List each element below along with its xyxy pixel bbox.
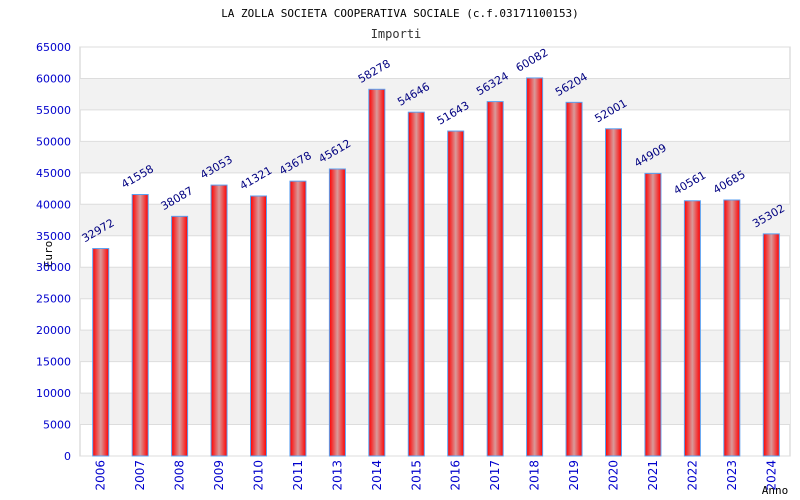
x-tick-label: 2024	[764, 460, 778, 491]
x-tick-label: 2019	[567, 460, 581, 491]
chart-title: LA ZOLLA SOCIETA COOPERATIVA SOCIALE (c.…	[221, 7, 579, 20]
x-tick-label: 2020	[607, 460, 621, 491]
x-tick-label: 2016	[449, 460, 463, 491]
bar	[486, 101, 504, 457]
grid-band	[80, 330, 790, 362]
x-tick-label: 2009	[212, 460, 226, 491]
x-tick-label: 2006	[94, 460, 108, 491]
bar	[328, 168, 346, 457]
x-tick-label: 2007	[133, 460, 147, 491]
x-tick-label: 2013	[330, 460, 344, 491]
y-tick-label: 10000	[36, 387, 71, 400]
x-tick-label: 2010	[252, 460, 266, 491]
bar	[250, 195, 267, 457]
bar	[171, 215, 189, 457]
grid-band	[80, 267, 790, 299]
bar	[368, 88, 386, 457]
grid-band	[80, 78, 790, 110]
bar	[131, 194, 149, 457]
y-tick-label: 15000	[36, 356, 71, 369]
y-axis-label: Euro	[42, 241, 55, 268]
bar	[605, 128, 622, 457]
plot-area	[79, 46, 791, 457]
y-tick-label: 40000	[36, 198, 71, 211]
bar	[644, 172, 662, 457]
y-tick-label: 60000	[36, 72, 71, 85]
y-tick-label: 65000	[36, 41, 71, 54]
bar	[92, 248, 110, 457]
x-tick-label: 2014	[370, 460, 384, 491]
y-tick-label: 25000	[36, 293, 71, 306]
y-tick-label: 50000	[36, 135, 71, 148]
x-axis-label: Anno	[762, 484, 789, 497]
y-tick-label: 5000	[43, 419, 71, 432]
bar	[565, 101, 583, 457]
x-tick-label: 2011	[291, 460, 305, 491]
x-tick-label: 2022	[685, 460, 699, 491]
bar	[723, 199, 741, 457]
grid-band	[80, 204, 790, 236]
grid-band	[80, 141, 790, 173]
x-tick-label: 2023	[725, 460, 739, 491]
y-tick-label: 30000	[36, 261, 71, 274]
x-tick-label: 2008	[173, 460, 187, 491]
bar	[289, 180, 307, 457]
x-tick-label: 2021	[646, 460, 660, 491]
y-tick-label: 35000	[36, 230, 71, 243]
bar	[683, 200, 701, 457]
x-tick-label: 2015	[409, 460, 423, 491]
x-tick-label: 2017	[488, 460, 502, 491]
bar	[447, 130, 465, 457]
x-tick-label: 2018	[528, 460, 542, 491]
bar	[210, 184, 228, 457]
y-tick-label: 45000	[36, 167, 71, 180]
bar	[762, 233, 780, 457]
chart-subtitle: Importi	[371, 27, 422, 41]
y-tick-label: 0	[64, 450, 71, 463]
grid-band	[80, 393, 790, 425]
bar	[407, 111, 425, 457]
bar	[526, 77, 544, 457]
y-tick-label: 55000	[36, 104, 71, 117]
y-tick-label: 20000	[36, 324, 71, 337]
